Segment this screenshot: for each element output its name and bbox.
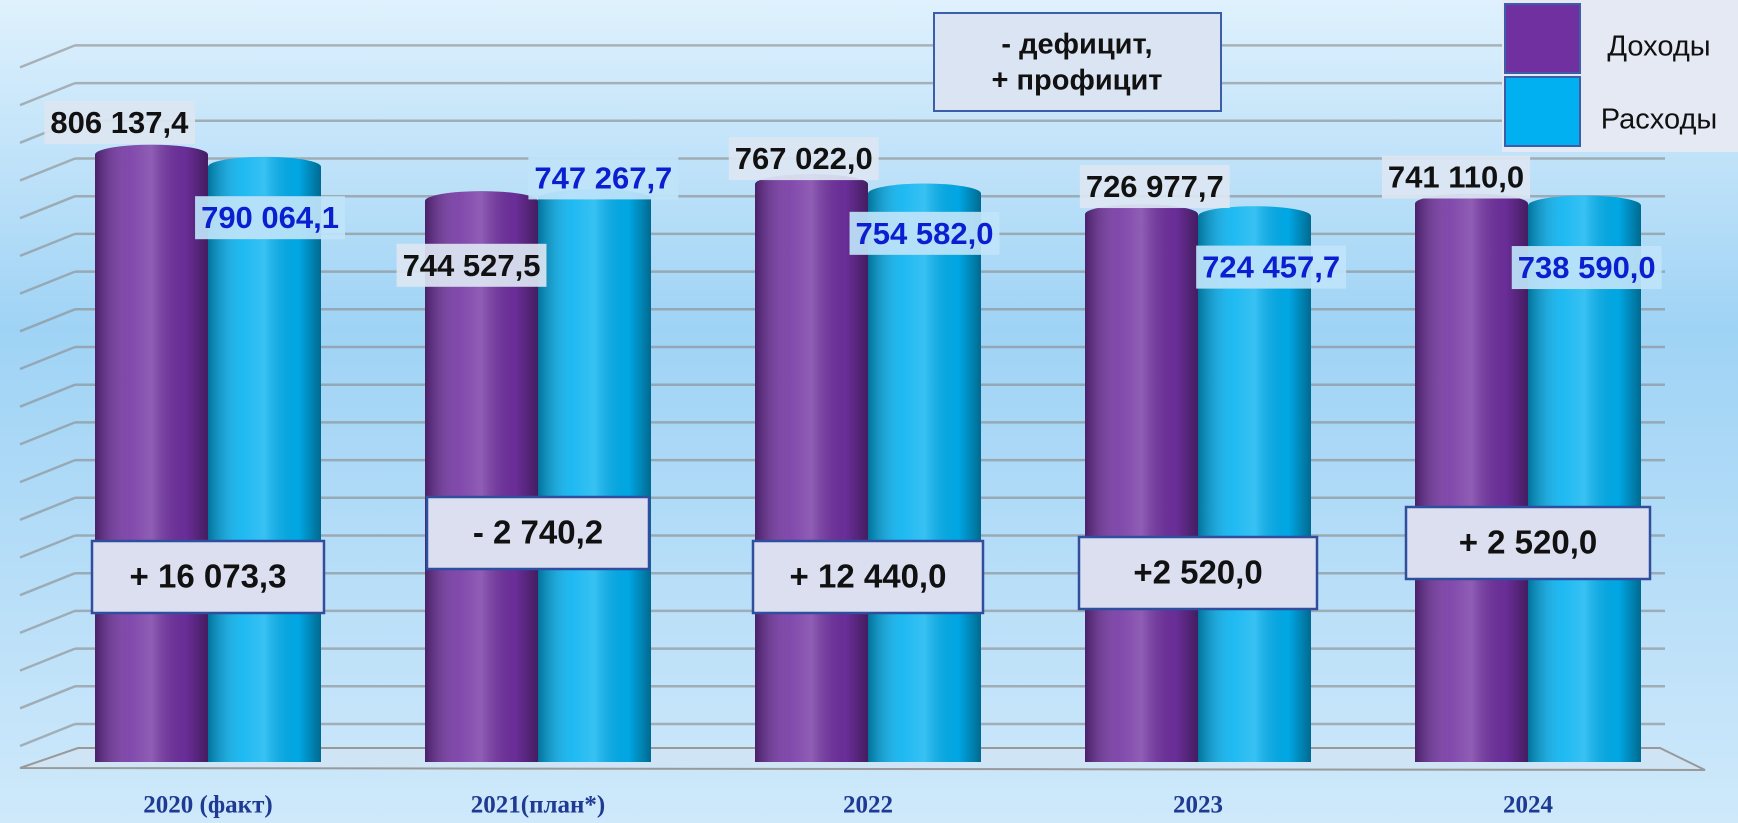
bar-shade: [1198, 216, 1311, 762]
data-label-box: [1196, 245, 1347, 289]
grid-stripe: [19, 270, 76, 295]
annotation-line: + профицит: [992, 65, 1163, 97]
bar-top-shade: [425, 191, 538, 212]
grid-stripe: [19, 647, 76, 672]
grid-stripe: [19, 44, 76, 69]
data-label: 790 064,1: [201, 200, 339, 235]
x-tick-label: 2022: [843, 792, 893, 819]
x-tick-label: 2024: [1503, 792, 1554, 819]
bar-shade: [208, 166, 321, 763]
grid-stripe: [19, 496, 76, 521]
grid-stripe: [19, 421, 76, 446]
balance-box: [425, 495, 651, 571]
legend-label: Расходы: [1601, 104, 1717, 136]
balance-box: [1404, 505, 1652, 581]
bar-top-shade: [1085, 204, 1198, 225]
plot: 2020 (факт) 2021(план*) 2022 2023 2024 806 13…: [44, 100, 1662, 819]
grid-stripe: [19, 157, 76, 182]
balance-label: - 2 740,2: [473, 514, 603, 551]
bar-shade: [538, 199, 651, 762]
data-label-box: [728, 137, 879, 181]
data-label: 726 977,7: [1086, 169, 1224, 204]
bar-top-shade: [868, 183, 981, 204]
legend: Доходы Расходы: [1502, 0, 1738, 152]
data-label-box: [528, 156, 679, 200]
grid-stripe: [19, 458, 76, 484]
balance-label: + 2 520,0: [1459, 524, 1598, 561]
data-label: 767 022,0: [735, 141, 873, 176]
bar-shade: [1085, 214, 1198, 763]
bar-top-shade: [95, 144, 208, 165]
data-label-box: [1511, 246, 1662, 290]
grid-stripe: [19, 81, 76, 107]
data-label-box: [195, 196, 346, 240]
data-label: 744 527,5: [403, 248, 541, 283]
annotation-box: [933, 12, 1222, 112]
bar-shade: [868, 193, 981, 763]
bar-top-shade: [1415, 193, 1528, 214]
balance-box: [1077, 535, 1319, 611]
bar-shade: [1528, 205, 1641, 763]
data-label-box: [396, 243, 547, 287]
balance-box: [90, 539, 326, 615]
data-label-box: [44, 100, 196, 144]
balance-box: [751, 539, 985, 615]
grid-stripe: [19, 345, 76, 371]
data-label: 738 590,0: [1518, 250, 1656, 285]
grid-stripe: [19, 383, 76, 408]
balance-label: +2 520,0: [1133, 554, 1262, 591]
grid-stripe: [19, 685, 76, 710]
data-label-box: [1079, 165, 1230, 209]
data-label-box: [1381, 155, 1531, 199]
grid-stripe: [19, 534, 76, 559]
grid-stripe: [19, 572, 76, 597]
data-label: 724 457,7: [1202, 250, 1340, 285]
x-tick-label: 2021(план*): [471, 792, 606, 819]
bar-shade: [425, 201, 538, 762]
data-label: 747 267,7: [534, 160, 672, 195]
bar-shade: [95, 154, 208, 762]
data-label: 754 582,0: [856, 216, 994, 251]
x-tick-label: 2020 (факт): [143, 792, 272, 819]
grid-stripe: [19, 722, 76, 748]
annotation-line: - дефицит,: [1001, 29, 1152, 61]
bar-shade: [755, 184, 868, 762]
bar-top-shade: [208, 156, 321, 177]
grid-stripe: [19, 308, 76, 333]
legend-label: Доходы: [1607, 31, 1710, 63]
legend-swatch: [1504, 3, 1581, 74]
legend-swatch: [1504, 76, 1581, 147]
bar-shade: [1415, 203, 1528, 762]
balance-label: + 16 073,3: [130, 558, 287, 595]
bar-top-shade: [1528, 195, 1641, 216]
x-tick-label: 2023: [1173, 792, 1223, 819]
bar-top-shade: [1198, 206, 1311, 227]
data-label-box: [849, 211, 1000, 255]
grid-stripe: [19, 195, 76, 220]
balance-label: + 12 440,0: [790, 558, 947, 595]
data-label: 741 110,0: [1388, 160, 1524, 195]
grid-stripe: [19, 609, 76, 635]
data-label: 806 137,4: [50, 105, 189, 140]
grid-stripe: [19, 232, 76, 258]
